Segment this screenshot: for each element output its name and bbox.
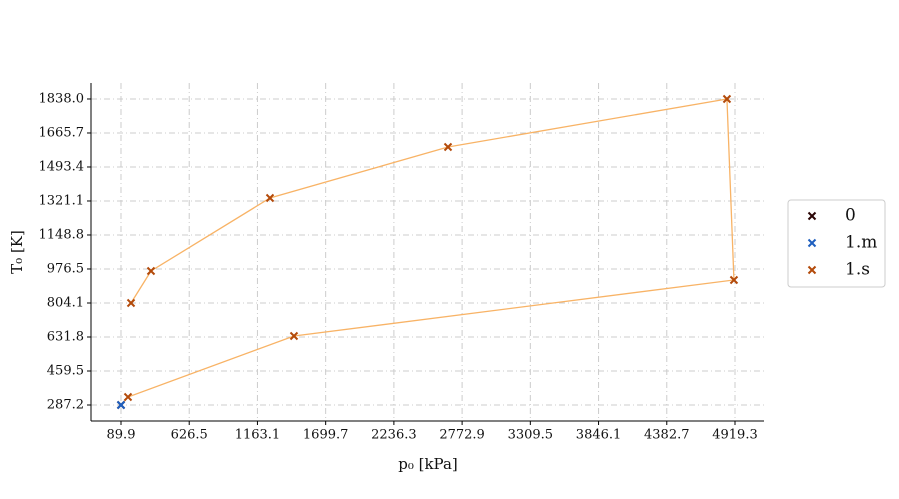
point [265,193,275,203]
marker-stroke [443,142,453,152]
point [289,331,299,341]
connector-line [120,98,735,406]
x-tick-label: 1163.1 [235,428,281,443]
legend-label: 1.s [845,260,870,280]
marker-stroke [729,275,739,285]
y-tick-label: 631.8 [47,329,84,344]
x-tick-label: 626.5 [171,428,208,443]
x-tick-label: 2772.9 [439,428,485,443]
legend-label: 0 [845,206,856,226]
point [443,142,453,152]
marker-stroke [807,265,817,275]
y-axis-label: T₀ [K] [8,230,26,274]
x-tick-label: 3309.5 [508,428,554,443]
marker-stroke [722,94,732,104]
marker-stroke [146,266,156,276]
marker-stroke [126,298,136,308]
y-tick-label: 287.2 [47,397,84,412]
x-tick-label: 2236.3 [371,428,417,443]
marker-stroke [807,211,817,221]
legend-marker [807,265,817,275]
marker-stroke [265,193,275,203]
y-tick-label: 1493.4 [39,159,85,174]
legend-marker [807,211,817,221]
y-tick-label: 1321.1 [39,193,85,208]
marker-stroke [289,331,299,341]
y-tick-label: 1838.0 [39,91,85,106]
marker-stroke [116,400,126,410]
point [116,400,126,410]
marker-stroke [123,392,133,402]
marker-stroke [807,238,817,248]
y-tick-label: 804.1 [47,295,84,310]
x-tick-label: 4382.7 [644,428,690,443]
x-axis-label: p₀ [kPa] [398,455,458,473]
point [722,94,732,104]
legend-marker [807,238,817,248]
x-tick-label: 3846.1 [576,428,622,443]
legend-label: 1.m [845,233,877,253]
y-tick-label: 976.5 [47,261,84,276]
point [123,392,133,402]
y-tick-label: 1148.8 [39,227,85,242]
legend-box [787,199,886,288]
point [146,266,156,276]
x-tick-label: 1699.7 [303,428,349,443]
x-tick-label: 89.9 [107,428,136,443]
y-tick-label: 459.5 [47,363,84,378]
x-tick-label: 4919.3 [712,428,758,443]
point [729,275,739,285]
point [126,298,136,308]
y-tick-label: 1665.7 [39,125,85,140]
